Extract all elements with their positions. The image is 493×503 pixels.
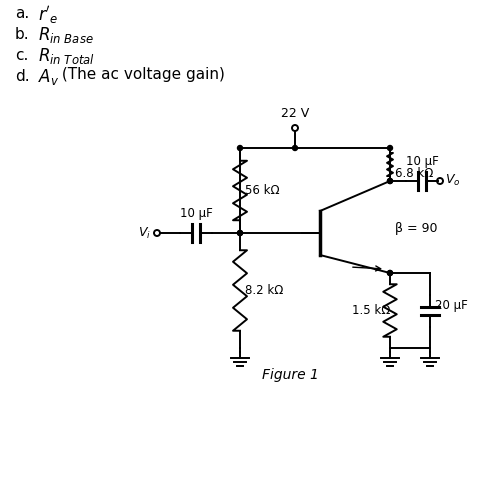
Text: $R_{in\ Base}$: $R_{in\ Base}$ bbox=[38, 25, 94, 45]
Text: a.: a. bbox=[15, 6, 29, 21]
Circle shape bbox=[387, 179, 392, 184]
Text: 22 V: 22 V bbox=[281, 107, 309, 120]
Text: Figure 1: Figure 1 bbox=[262, 368, 318, 382]
Circle shape bbox=[238, 145, 243, 150]
Text: β = 90: β = 90 bbox=[395, 221, 437, 234]
Text: $r'_e$: $r'_e$ bbox=[38, 4, 58, 26]
Text: d.: d. bbox=[15, 69, 30, 84]
Text: 6.8 kΩ: 6.8 kΩ bbox=[395, 166, 433, 180]
Text: $V_o$: $V_o$ bbox=[445, 173, 460, 188]
Circle shape bbox=[387, 145, 392, 150]
Text: 10 μF: 10 μF bbox=[406, 155, 438, 168]
Text: (The ac voltage gain): (The ac voltage gain) bbox=[57, 67, 225, 82]
Circle shape bbox=[238, 230, 243, 235]
Text: 1.5 kΩ: 1.5 kΩ bbox=[352, 304, 390, 317]
Circle shape bbox=[387, 179, 392, 184]
Text: b.: b. bbox=[15, 27, 30, 42]
Circle shape bbox=[387, 271, 392, 276]
Text: $A_v$: $A_v$ bbox=[38, 67, 59, 87]
Text: $R_{in\ Total}$: $R_{in\ Total}$ bbox=[38, 46, 95, 66]
Text: $V_i$: $V_i$ bbox=[138, 225, 151, 240]
Circle shape bbox=[238, 230, 243, 235]
Text: 8.2 kΩ: 8.2 kΩ bbox=[245, 284, 283, 297]
Text: c.: c. bbox=[15, 48, 29, 63]
Circle shape bbox=[292, 145, 297, 150]
Text: 56 kΩ: 56 kΩ bbox=[245, 184, 280, 197]
Text: 10 μF: 10 μF bbox=[179, 207, 212, 220]
Text: 20 μF: 20 μF bbox=[435, 299, 468, 312]
Circle shape bbox=[387, 271, 392, 276]
